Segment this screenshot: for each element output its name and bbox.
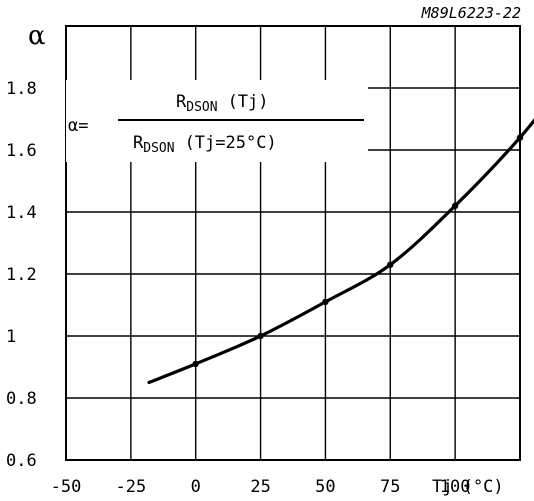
numerator-arg: (Tj) (228, 92, 269, 112)
series-markers (192, 134, 524, 368)
plot-frame (65, 25, 521, 461)
y-axis-label: α (28, 21, 46, 51)
y-tick-label: 1 (6, 327, 16, 347)
numerator-main: R (176, 92, 187, 112)
data-point (322, 298, 329, 306)
formula-numerator: RDSON (Tj) (176, 92, 269, 115)
formula-denominator: RDSON (Tj=25°C) (133, 133, 277, 156)
x-tick-label: -25 (115, 477, 146, 497)
series-line (147, 118, 534, 385)
x-axis-label: Tj (°C) (432, 477, 504, 497)
x-tick-label: 100 (440, 477, 471, 497)
x-tick-label: -50 (51, 477, 82, 497)
denominator-sub: DSON (143, 141, 174, 156)
numerator-sub: DSON (186, 100, 217, 115)
y-tick-label: 1.4 (6, 203, 37, 223)
denominator-arg: (Tj=25°C) (185, 133, 277, 153)
data-point (516, 134, 524, 141)
y-tick-labels: 0.6 0.8 1 1.2 1.4 1.6 1.8 (6, 79, 37, 471)
data-point (257, 332, 264, 340)
y-tick-label: 1.6 (6, 141, 37, 161)
figure-reference: M89L6223-22 (421, 4, 521, 22)
denominator-main: R (133, 133, 144, 153)
x-tick-label: 50 (315, 477, 335, 497)
x-tick-labels: -50 -25 0 25 50 75 100 (51, 477, 471, 497)
y-tick-label: 0.8 (6, 389, 37, 409)
data-point (192, 360, 199, 368)
y-tick-label: 1.2 (6, 265, 37, 285)
formula-lhs: α= (68, 116, 88, 136)
data-point (451, 202, 459, 209)
series-curve-group (147, 118, 534, 385)
x-tick-label: 0 (191, 477, 201, 497)
x-tick-label: 25 (250, 477, 270, 497)
x-tick-label: 75 (380, 477, 400, 497)
y-tick-label: 0.6 (6, 451, 37, 471)
y-tick-label: 1.8 (6, 79, 37, 99)
plot-border (65, 25, 521, 461)
formula: α= RDSON (Tj) RDSON (Tj=25°C) (66, 80, 368, 162)
data-point (387, 261, 394, 268)
